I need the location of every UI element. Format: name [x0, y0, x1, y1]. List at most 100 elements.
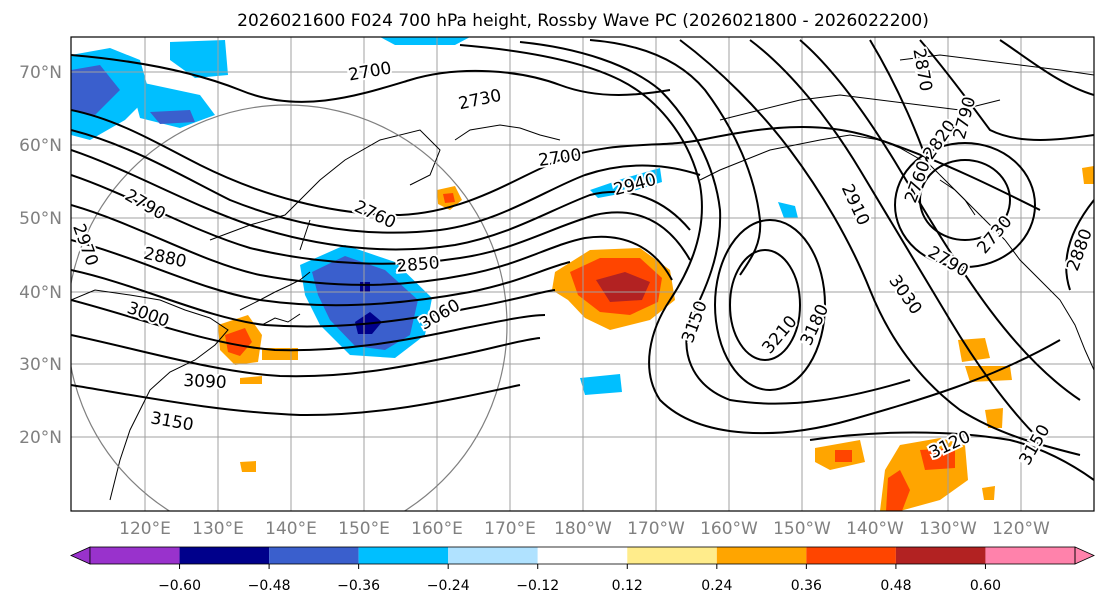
contour-line — [71, 174, 691, 265]
colorbar-tick-label: 0.12 — [612, 578, 643, 594]
contour-label: 2850 — [396, 253, 441, 277]
coastlines — [71, 54, 1094, 501]
anomaly-shading — [71, 37, 1094, 511]
chukotka-coastline — [454, 124, 561, 141]
asia-coastline — [71, 289, 229, 501]
positive-anomaly-region — [240, 376, 262, 384]
latitude-tick-label: 40°N — [19, 283, 62, 303]
latitude-tick-label: 20°N — [19, 428, 62, 448]
positive-anomaly-core — [835, 450, 852, 462]
contour-line — [71, 54, 671, 103]
contour-line — [1065, 199, 1094, 291]
colorbar-tick-label: 0.36 — [791, 578, 822, 594]
negative-anomaly-core — [150, 110, 195, 124]
longitude-tick-label: 130°E — [192, 519, 244, 539]
colorbar-swatch — [269, 547, 359, 564]
low-contour — [919, 159, 1011, 241]
height-contours — [71, 39, 1094, 481]
contour-label: 3090 — [183, 371, 227, 393]
contour-line — [799, 39, 1081, 401]
colorbar-frame — [89, 546, 1076, 565]
contour-line — [809, 431, 1094, 481]
positive-anomaly-region — [240, 461, 256, 472]
graticule — [71, 37, 1094, 511]
colorbar: −0.60 −0.48 −0.36 −0.24 −0.12 0.12 0.24 0.36 0.4… — [70, 546, 1095, 594]
colorbar-tick-label: −0.60 — [158, 578, 201, 594]
longitude-tick-label: 130°W — [919, 519, 977, 539]
longitude-tick-label: 180°W — [554, 519, 612, 539]
arctic-coastline — [719, 94, 1001, 121]
map-frame — [70, 36, 1095, 512]
contour-line — [71, 109, 1041, 217]
north-america-coastline — [1004, 239, 1094, 371]
contour-line — [71, 384, 521, 417]
negative-anomaly-region — [778, 202, 798, 218]
japan-coastline — [239, 271, 311, 311]
colorbar-tick-label: 0.48 — [880, 578, 911, 594]
contour-line — [71, 299, 546, 352]
colorbar-tick-label: 0.24 — [701, 578, 732, 594]
contour-line — [459, 44, 1061, 435]
colorbar-tick-label: −0.36 — [337, 578, 380, 594]
map-area: 2700273027002790288027602850306030003090… — [71, 37, 1094, 511]
alaska-panhandle — [939, 179, 976, 216]
colorbar-swatch — [448, 547, 538, 564]
colorbar-swatch — [537, 547, 628, 564]
contour-line — [71, 129, 701, 234]
contour-line — [919, 39, 1094, 141]
contour-line — [71, 269, 556, 328]
latitude-tick-label: 30°N — [19, 355, 62, 375]
negative-anomaly-peak — [360, 282, 370, 292]
latitude-axis: 70°N 60°N 50°N 40°N 30°N 20°N — [19, 63, 62, 448]
contour-line — [749, 39, 1041, 441]
colorbar-tick-label: −0.24 — [427, 578, 470, 594]
colorbar-tick-label: −0.12 — [516, 578, 559, 594]
negative-anomaly-region — [580, 374, 622, 395]
longitude-tick-label: 170°E — [484, 519, 536, 539]
siberia-coastline — [209, 129, 441, 241]
negative-anomaly-region — [380, 37, 470, 45]
positive-anomaly-region — [1082, 166, 1094, 184]
contour-line — [519, 41, 911, 405]
sakhalin-coastline — [299, 219, 311, 251]
contour-line — [71, 334, 541, 378]
longitude-tick-label: 150°W — [773, 519, 831, 539]
longitude-axis: 120°E 130°E 140°E 150°E 160°E 170°E 180°W 170°W… — [119, 519, 1050, 539]
contour-line — [869, 39, 931, 171]
negative-anomaly-region — [130, 80, 215, 128]
longitude-tick-label: 140°E — [265, 519, 317, 539]
positive-anomaly-peak — [596, 272, 650, 302]
longitude-tick-label: 140°W — [846, 519, 904, 539]
positive-anomaly-core — [886, 470, 910, 511]
high-contour-3210 — [729, 249, 801, 361]
longitude-tick-label: 160°W — [700, 519, 758, 539]
longitude-tick-label: 160°E — [411, 519, 463, 539]
colorbar-swatch — [985, 547, 1075, 564]
contour-line — [999, 39, 1094, 96]
negative-anomaly-core — [71, 65, 120, 115]
positive-anomaly-core — [443, 193, 455, 203]
colorbar-tick-label: −0.48 — [248, 578, 291, 594]
colorbar-swatch — [627, 547, 717, 564]
colorbar-tick-label: 0.60 — [970, 578, 1001, 594]
contour-line — [71, 149, 691, 251]
longitude-tick-label: 120°E — [119, 519, 171, 539]
japan-coastline — [261, 313, 301, 326]
colorbar-swatch — [806, 547, 896, 564]
contour-line — [589, 39, 762, 276]
negative-anomaly-region — [590, 168, 662, 198]
latitude-tick-label: 70°N — [19, 63, 62, 83]
positive-anomaly-region — [985, 408, 1003, 428]
latitude-tick-label: 60°N — [19, 136, 62, 156]
colorbar-swatch — [90, 547, 180, 564]
negative-anomaly-region — [170, 40, 228, 78]
colorbar-extend-low — [70, 546, 91, 565]
colorbar-extend-high — [1074, 546, 1095, 565]
latitude-tick-label: 50°N — [19, 209, 62, 229]
longitude-tick-label: 150°E — [338, 519, 390, 539]
colorbar-swatch — [179, 547, 270, 564]
positive-anomaly-region — [982, 486, 995, 500]
colorbar-swatch — [358, 547, 449, 564]
